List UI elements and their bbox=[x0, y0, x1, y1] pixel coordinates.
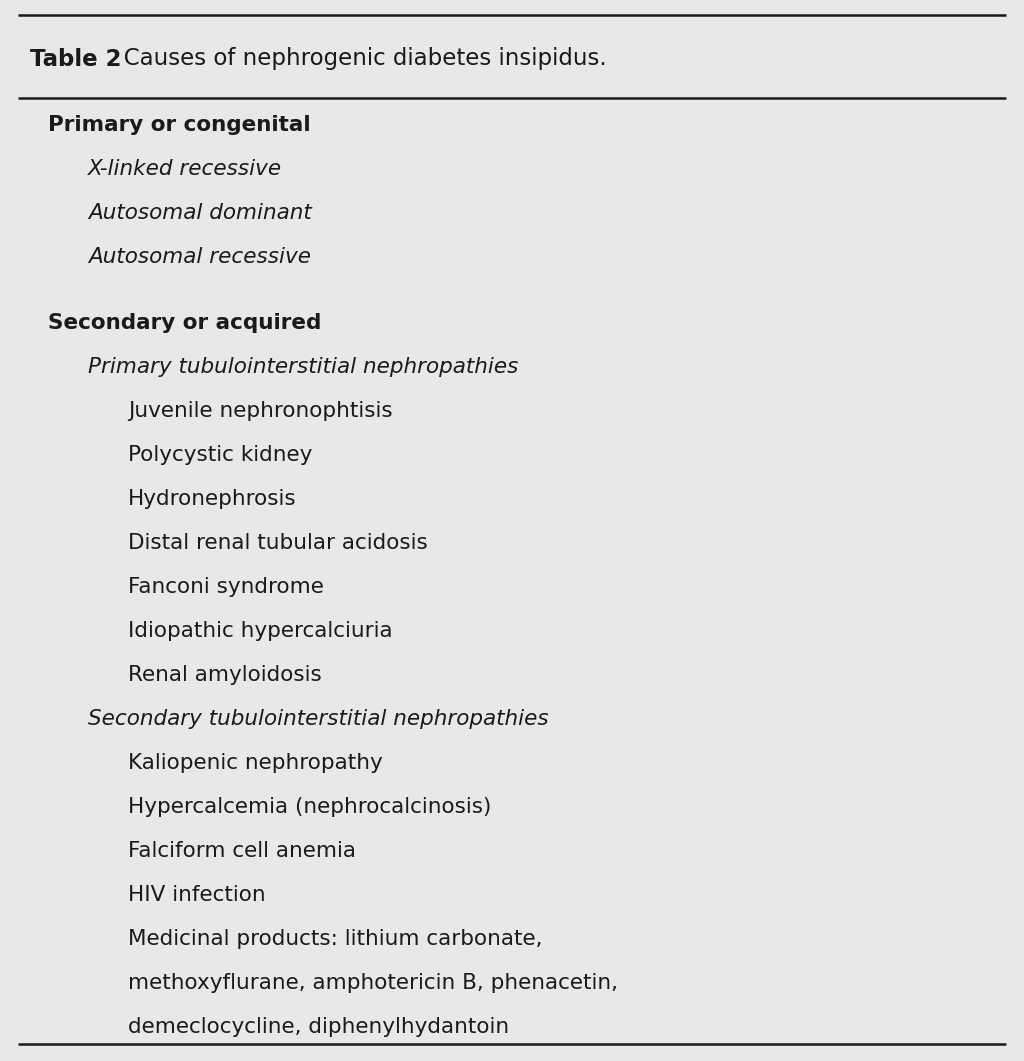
Text: Renal amyloidosis: Renal amyloidosis bbox=[128, 665, 322, 685]
Text: Table 2: Table 2 bbox=[30, 48, 122, 70]
Text: Autosomal recessive: Autosomal recessive bbox=[88, 247, 311, 267]
Text: demeclocycline, diphenylhydantoin: demeclocycline, diphenylhydantoin bbox=[128, 1017, 509, 1037]
Text: Medicinal products: lithium carbonate,: Medicinal products: lithium carbonate, bbox=[128, 929, 543, 949]
Text: methoxyflurane, amphotericin B, phenacetin,: methoxyflurane, amphotericin B, phenacet… bbox=[128, 973, 618, 993]
Text: Idiopathic hypercalciuria: Idiopathic hypercalciuria bbox=[128, 621, 392, 641]
Text: Kaliopenic nephropathy: Kaliopenic nephropathy bbox=[128, 753, 383, 773]
Text: Falciform cell anemia: Falciform cell anemia bbox=[128, 841, 356, 860]
Text: Primary tubulointerstitial nephropathies: Primary tubulointerstitial nephropathies bbox=[88, 356, 518, 377]
Text: Juvenile nephronophtisis: Juvenile nephronophtisis bbox=[128, 401, 392, 421]
Text: HIV infection: HIV infection bbox=[128, 885, 265, 905]
Text: Secondary or acquired: Secondary or acquired bbox=[48, 313, 322, 333]
Text: Polycystic kidney: Polycystic kidney bbox=[128, 445, 312, 465]
Text: Primary or congenital: Primary or congenital bbox=[48, 115, 310, 135]
Text: Hypercalcemia (nephrocalcinosis): Hypercalcemia (nephrocalcinosis) bbox=[128, 797, 492, 817]
Text: Secondary tubulointerstitial nephropathies: Secondary tubulointerstitial nephropathi… bbox=[88, 709, 549, 729]
Text: Distal renal tubular acidosis: Distal renal tubular acidosis bbox=[128, 533, 428, 553]
Text: Hydronephrosis: Hydronephrosis bbox=[128, 489, 297, 509]
Text: Causes of nephrogenic diabetes insipidus.: Causes of nephrogenic diabetes insipidus… bbox=[102, 48, 607, 70]
Text: X-linked recessive: X-linked recessive bbox=[88, 159, 283, 179]
Text: Fanconi syndrome: Fanconi syndrome bbox=[128, 577, 324, 597]
Text: Autosomal dominant: Autosomal dominant bbox=[88, 203, 311, 223]
